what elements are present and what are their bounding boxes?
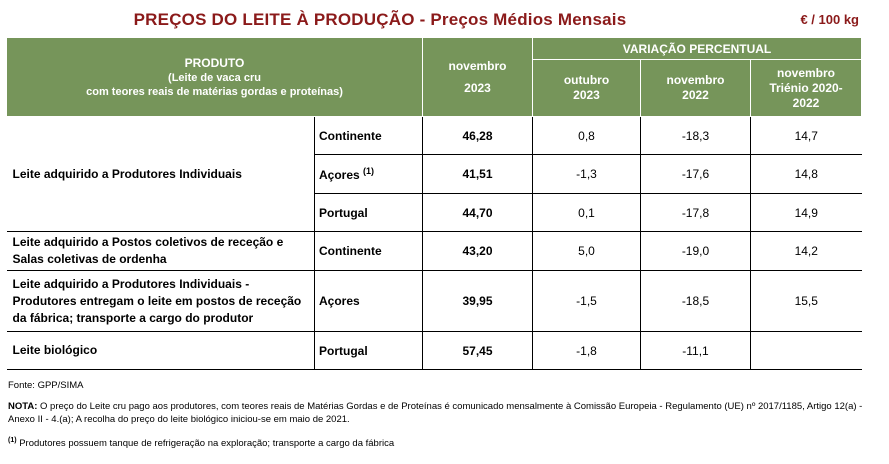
header-col-oct-2023: outubro 2023 — [532, 59, 641, 117]
var-oct-cell: 0,1 — [532, 193, 641, 232]
header-col3-line2: Triénio 2020- — [769, 80, 843, 95]
header-month: novembro 2023 — [422, 37, 533, 117]
table-row: Leite adquirido a Postos coletivos de re… — [6, 231, 862, 271]
product-cell: Leite adquirido a Postos coletivos de re… — [6, 231, 315, 271]
header-col2-line2: 2022 — [682, 88, 709, 102]
price-cell: 46,28 — [422, 116, 533, 155]
var-tri-cell: 14,7 — [749, 116, 862, 155]
note-text: NOTA: O preço do Leite cru pago aos prod… — [8, 400, 868, 426]
var-nov-cell: -18,3 — [640, 116, 751, 155]
footnote-mark: (1) — [8, 437, 17, 444]
var-nov-cell: -11,1 — [640, 331, 751, 370]
table-row: Portugal 44,70 0,1 -17,8 14,9 — [7, 193, 862, 232]
header-product: PRODUTO (Leite de vaca cru com teores re… — [6, 37, 423, 117]
footnote-text: Produtores possuem tanque de refrigeraçã… — [19, 438, 395, 450]
var-tri-cell — [749, 331, 862, 370]
header-month-line2: 2023 — [464, 81, 491, 95]
header-col2-line1: novembro — [666, 73, 725, 87]
price-cell: 39,95 — [422, 270, 533, 332]
var-nov-cell: -18,5 — [640, 270, 751, 332]
source-note: Fonte: GPP/SIMA — [8, 380, 84, 391]
header-col1-line1: outubro — [563, 73, 610, 87]
header-variation: VARIAÇÃO PERCENTUAL — [531, 37, 863, 60]
header-col-triennium: novembro Triénio 2020- 2022 — [749, 59, 863, 117]
var-oct-cell: -1,5 — [532, 270, 641, 332]
product-cell: Leite adquirido a Produtores Individuais — [6, 116, 315, 232]
region-cell: Açores — [314, 270, 423, 332]
price-cell: 41,51 — [422, 154, 533, 194]
var-tri-cell: 15,5 — [749, 270, 862, 332]
price-cell: 43,20 — [422, 231, 533, 271]
var-oct-cell: 0,8 — [532, 116, 641, 155]
table-row: Açores (1) 41,51 -1,3 -17,6 14,8 — [7, 154, 862, 194]
header-product-title: PRODUTO — [184, 55, 245, 70]
var-nov-cell: -17,6 — [640, 154, 751, 194]
var-oct-cell: -1,8 — [532, 331, 641, 370]
header-col3-line1: novembro — [777, 65, 836, 80]
var-oct-cell: -1,3 — [532, 154, 641, 194]
region-cell: Continente — [314, 231, 423, 271]
note-body: O preço do Leite cru pago aos produtores… — [8, 401, 863, 425]
var-tri-cell: 14,9 — [749, 193, 862, 232]
region-cell: Portugal — [314, 193, 423, 232]
header-col1-line2: 2023 — [573, 88, 600, 102]
var-tri-cell: 14,8 — [749, 154, 862, 194]
table-row: Leite biológico Portugal 57,45 -1,8 -11,… — [6, 331, 862, 370]
table-row: Leite adquirido a Produtores Individuais… — [6, 270, 862, 332]
footnote-marker: (1) — [363, 166, 375, 176]
var-nov-cell: -17,8 — [640, 193, 751, 232]
price-cell: 57,45 — [422, 331, 533, 370]
footnote: (1) Produtores possuem tanque de refrige… — [8, 434, 394, 450]
note-label: NOTA: — [8, 401, 38, 412]
header-col3-line3: 2022 — [792, 95, 820, 110]
region-cell: Continente — [314, 116, 423, 155]
header-col-nov-2022: novembro 2022 — [640, 59, 751, 117]
var-oct-cell: 5,0 — [532, 231, 641, 271]
unit-label: € / 100 kg — [800, 12, 859, 27]
product-cell: Leite adquirido a Produtores Individuais… — [6, 270, 315, 332]
region-cell: Açores (1) — [314, 154, 423, 194]
header-product-sub1: (Leite de vaca cru — [168, 71, 261, 84]
var-tri-cell: 14,2 — [749, 231, 862, 271]
header-product-sub2: com teores reais de matérias gordas e pr… — [86, 85, 343, 98]
region-cell: Portugal — [314, 331, 423, 370]
price-cell: 44,70 — [422, 193, 533, 232]
var-nov-cell: -19,0 — [640, 231, 751, 271]
product-cell: Leite biológico — [6, 331, 315, 370]
page-title: PREÇOS DO LEITE À PRODUÇÃO - Preços Médi… — [133, 10, 627, 29]
header-month-line1: novembro — [448, 59, 507, 73]
table-row: Leite adquirido a Produtores Individuais… — [6, 116, 862, 232]
prices-table: PRODUTO (Leite de vaca cru com teores re… — [6, 37, 863, 370]
